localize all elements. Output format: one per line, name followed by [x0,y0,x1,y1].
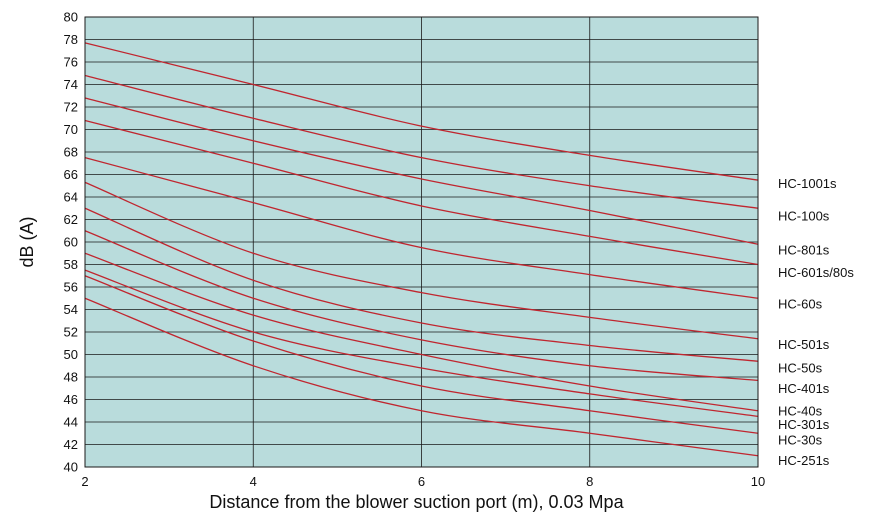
y-tick-label: 50 [64,347,78,362]
series-line [84,119,759,266]
series-label: HC-40s [778,403,823,418]
x-tick-labels: 2 4 6 8 10 [81,474,765,489]
series-line [84,207,759,362]
x-tick-label: 10 [751,474,765,489]
y-tick-label: 48 [64,370,78,385]
series-line [84,181,759,340]
series-label: HC-301s [778,417,830,432]
series-line [84,230,759,382]
series-label: HC-801s [778,242,830,257]
series-line [84,74,759,209]
y-tick-label: 74 [64,77,78,92]
x-tick-label: 8 [586,474,593,489]
series-line [84,157,759,299]
series-line [84,297,759,457]
x-tick-label: 2 [81,474,88,489]
series-label: HC-30s [778,433,823,448]
series-label: HC-601s/80s [778,265,854,280]
y-tick-label: 44 [64,415,78,430]
series-line [84,275,759,434]
y-tick-label: 78 [64,32,78,47]
series-label: HC-501s [778,337,830,352]
y-tick-label: 76 [64,55,78,70]
y-tick-label: 80 [64,10,78,25]
x-tick-label: 4 [250,474,257,489]
y-tick-label: 72 [64,100,78,115]
y-tick-label: 68 [64,145,78,160]
y-tick-label: 66 [64,167,78,182]
series-lines [84,42,759,457]
series-label: HC-50s [778,361,823,376]
series-label: HC-251s [778,453,830,468]
y-tick-label: 64 [64,190,78,205]
y-tick-labels: 40 42 44 46 48 50 52 54 56 58 60 62 64 66 68 70 72 74 76 78… [64,10,78,475]
y-tick-label: 54 [64,302,78,317]
y-tick-label: 46 [64,392,78,407]
series-labels: HC-1001s HC-100s HC-801s HC-601s/80s HC-60s H… [778,176,854,468]
series-line [84,252,759,412]
y-tick-label: 40 [64,460,78,475]
grid-lines [84,16,759,468]
y-tick-label: 52 [64,325,78,340]
series-line [84,42,759,181]
y-tick-label: 58 [64,257,78,272]
series-line [84,269,759,418]
y-tick-label: 56 [64,280,78,295]
y-axis-label: dB (A) [17,216,37,267]
series-line [84,97,759,245]
y-tick-label: 70 [64,122,78,137]
x-tick-label: 6 [418,474,425,489]
series-label: HC-60s [778,296,823,311]
y-tick-label: 60 [64,235,78,250]
plot-frame [84,16,759,468]
series-label: HC-401s [778,381,830,396]
series-label: HC-100s [778,209,830,224]
x-axis-label: Distance from the blower suction port (m… [209,492,624,512]
y-tick-label: 62 [64,212,78,227]
y-tick-label: 42 [64,437,78,452]
series-label: HC-1001s [778,176,837,191]
